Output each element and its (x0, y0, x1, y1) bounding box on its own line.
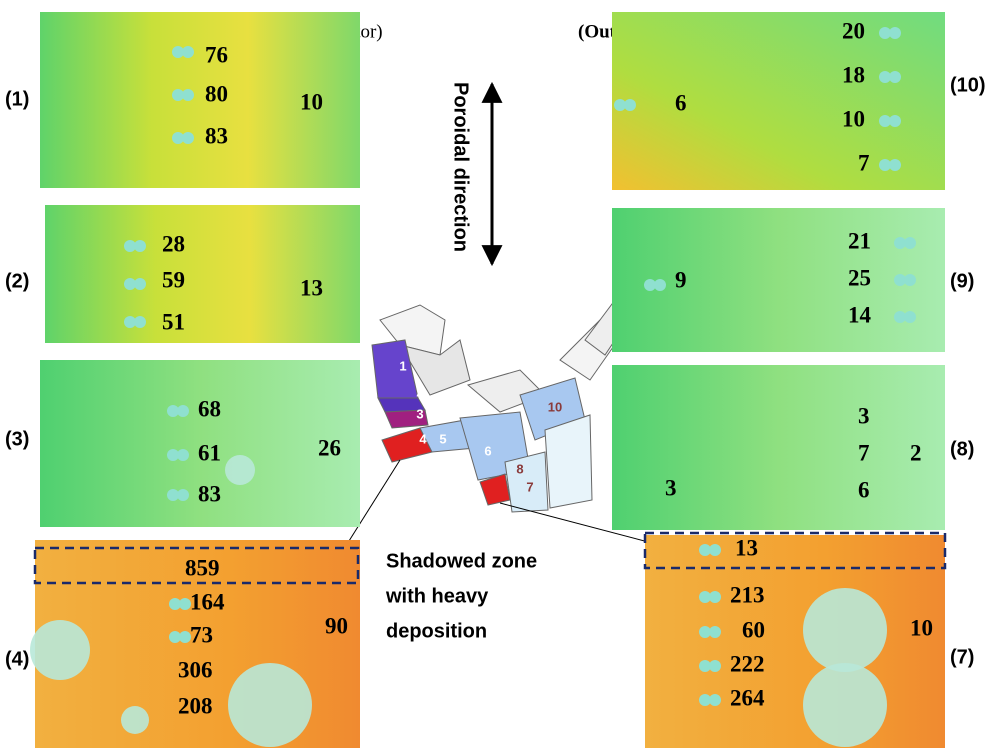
deposit-value: 3 (665, 475, 677, 500)
panel-label: (9) (950, 270, 974, 292)
probe-spot (177, 449, 189, 461)
deposit-value: 73 (190, 622, 213, 647)
deposit-value: 83 (205, 123, 228, 148)
probe-spot (177, 489, 189, 501)
tile-number: 10 (548, 399, 562, 414)
probe-spot (889, 71, 901, 83)
probe-spot (889, 159, 901, 171)
annotation-line: deposition (386, 620, 487, 642)
tile-number: 7 (526, 479, 533, 494)
deposit-value: 10 (300, 89, 323, 114)
deposit-value: 13 (300, 275, 323, 300)
probe-spot (177, 405, 189, 417)
deposit-value: 264 (730, 685, 765, 710)
probe-spot (182, 46, 194, 58)
probe-spot (134, 240, 146, 252)
deposit-value: 83 (198, 481, 221, 506)
panel-image (612, 365, 945, 530)
deposit-value: 7 (858, 440, 870, 465)
deposit-value: 61 (198, 440, 221, 465)
deposit-value: 6 (675, 90, 687, 115)
panel-label: (10) (950, 74, 986, 96)
divertor-diagram (372, 300, 635, 512)
deposition-spot (803, 663, 887, 747)
deposit-value: 164 (190, 589, 225, 614)
deposit-value: 6 (858, 477, 870, 502)
probe-spot (182, 132, 194, 144)
deposit-value: 90 (325, 613, 348, 638)
deposit-value: 51 (162, 309, 185, 334)
panel-label: (4) (5, 648, 29, 670)
probe-spot (709, 660, 721, 672)
tile-number: 1 (399, 358, 406, 373)
direction-label: Poroidal direction (450, 82, 472, 252)
deposit-value: 26 (318, 435, 341, 460)
probe-spot (709, 544, 721, 556)
deposit-value: 306 (178, 657, 213, 682)
tile-number: 6 (484, 443, 491, 458)
probe-spot (709, 591, 721, 603)
deposit-value: 3 (858, 403, 870, 428)
probe-spot (654, 279, 666, 291)
deposit-value: 859 (185, 555, 220, 580)
probe-spot (134, 278, 146, 290)
panel (612, 12, 945, 190)
panel-label: (2) (5, 270, 29, 292)
deposit-value: 59 (162, 267, 185, 292)
deposit-value: 13 (735, 535, 758, 560)
deposit-value: 18 (842, 62, 865, 87)
panel (45, 205, 360, 343)
deposit-value: 10 (842, 106, 865, 131)
panel (612, 365, 945, 530)
deposition-spot (225, 455, 255, 485)
probe-spot (904, 274, 916, 286)
deposit-value: 21 (848, 228, 871, 253)
deposit-value: 25 (848, 265, 871, 290)
probe-spot (904, 237, 916, 249)
probe-spot (904, 311, 916, 323)
panel-label: (8) (950, 438, 974, 460)
probe-spot (709, 626, 721, 638)
deposit-value: 213 (730, 582, 765, 607)
deposit-value: 10 (910, 615, 933, 640)
figure: (Inner divertor) (Outer divertor) Poroid… (0, 0, 1001, 753)
probe-spot (182, 89, 194, 101)
annotation-line: Shadowed zone (386, 550, 537, 572)
deposit-value: 68 (198, 396, 221, 421)
panel-label: (3) (5, 428, 29, 450)
annotation-line: with heavy (385, 585, 489, 607)
deposit-value: 20 (842, 18, 865, 43)
deposition-spot (121, 706, 149, 734)
deposit-value: 2 (910, 440, 922, 465)
deposition-spot (30, 620, 90, 680)
tile-number: 5 (439, 431, 446, 446)
panel-label: (7) (950, 646, 974, 668)
deposit-value: 28 (162, 231, 185, 256)
tile-number: 2 (416, 384, 423, 399)
probe-spot (889, 27, 901, 39)
probe-spot (709, 694, 721, 706)
panel-label: (1) (5, 88, 29, 110)
deposit-value: 7 (858, 150, 870, 175)
deposit-value: 9 (675, 267, 687, 292)
deposition-spot (228, 663, 312, 747)
deposition-spot (803, 588, 887, 672)
probe-spot (134, 316, 146, 328)
deposit-value: 76 (205, 42, 228, 67)
deposit-value: 60 (742, 617, 765, 642)
deposit-value: 80 (205, 81, 228, 106)
probe-spot (624, 99, 636, 111)
probe-spot (889, 115, 901, 127)
tile-number: 8 (516, 461, 523, 476)
tile-number: 3 (416, 406, 423, 421)
deposit-value: 208 (178, 693, 213, 718)
panel-image (45, 205, 360, 343)
panel (612, 208, 945, 352)
tile-number: 4 (419, 431, 427, 446)
deposit-value: 14 (848, 302, 872, 327)
deposit-value: 222 (730, 651, 765, 676)
page: (Inner divertor) (Outer divertor) Poroid… (0, 0, 1001, 753)
